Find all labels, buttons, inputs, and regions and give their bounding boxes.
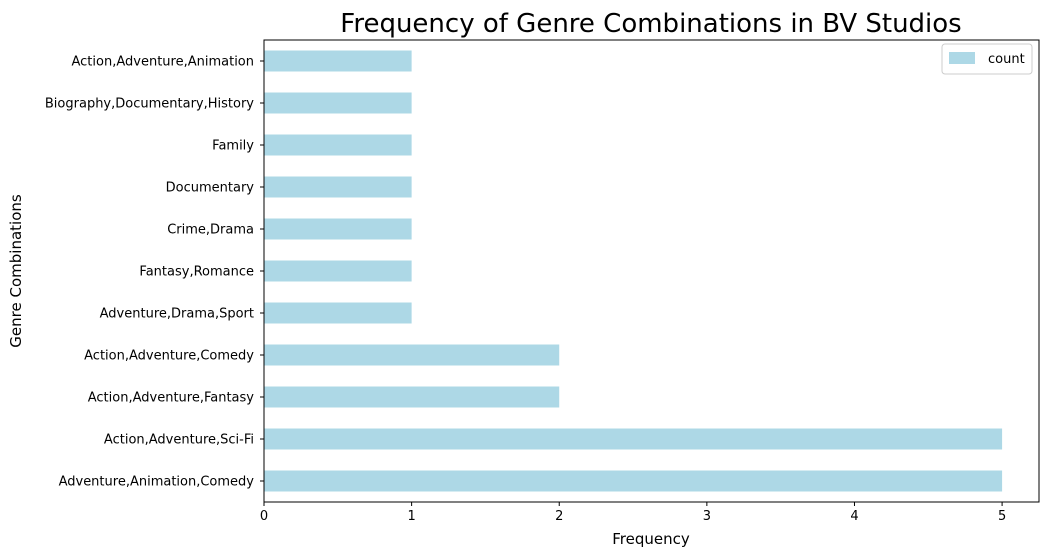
- legend-frame: [941, 43, 1033, 75]
- y-tick-label: Crime,Drama: [167, 223, 254, 238]
- legend: count: [941, 43, 1033, 75]
- x-tick-label: 0: [260, 509, 268, 524]
- x-axis-label: Frequency: [612, 530, 690, 548]
- y-tick-label: Adventure,Animation,Comedy: [59, 475, 255, 490]
- bar: [264, 176, 412, 198]
- x-tick-label: 1: [407, 509, 415, 524]
- y-axis-label: Genre Combinations: [7, 194, 25, 348]
- bar: [264, 92, 412, 114]
- y-tick-label: Action,Adventure,Animation: [72, 55, 255, 70]
- bar: [264, 470, 1003, 492]
- bar: [264, 134, 412, 156]
- y-tick-label: Action,Adventure,Fantasy: [88, 391, 255, 406]
- bar: [264, 386, 560, 408]
- y-tick-label: Fantasy,Romance: [139, 265, 254, 280]
- bar: [264, 218, 412, 240]
- y-tick-label: Biography,Documentary,History: [45, 97, 254, 112]
- y-tick-label: Family: [212, 139, 254, 154]
- x-tick-label: 4: [850, 509, 858, 524]
- bar: [264, 260, 412, 282]
- plot-frame: [263, 39, 1040, 503]
- y-tick-label: Action,Adventure,Sci-Fi: [104, 433, 254, 448]
- chart-title: Frequency of Genre Combinations in BV St…: [340, 9, 961, 39]
- plot-area: Adventure,Animation,Comedy Action,Adventu…: [45, 39, 1040, 524]
- y-tick-label: Action,Adventure,Comedy: [84, 349, 254, 364]
- legend-label: count: [988, 52, 1025, 67]
- x-tick-label: 5: [998, 509, 1006, 524]
- bar: [264, 428, 1003, 450]
- bar: [264, 344, 560, 366]
- y-tick-label: Documentary: [166, 181, 255, 196]
- bar: [264, 302, 412, 324]
- y-tick-label: Adventure,Drama,Sport: [100, 307, 254, 322]
- x-tick-label: 3: [703, 509, 711, 524]
- bar: [264, 50, 412, 72]
- legend-swatch: [949, 52, 975, 64]
- x-tick-label: 2: [555, 509, 563, 524]
